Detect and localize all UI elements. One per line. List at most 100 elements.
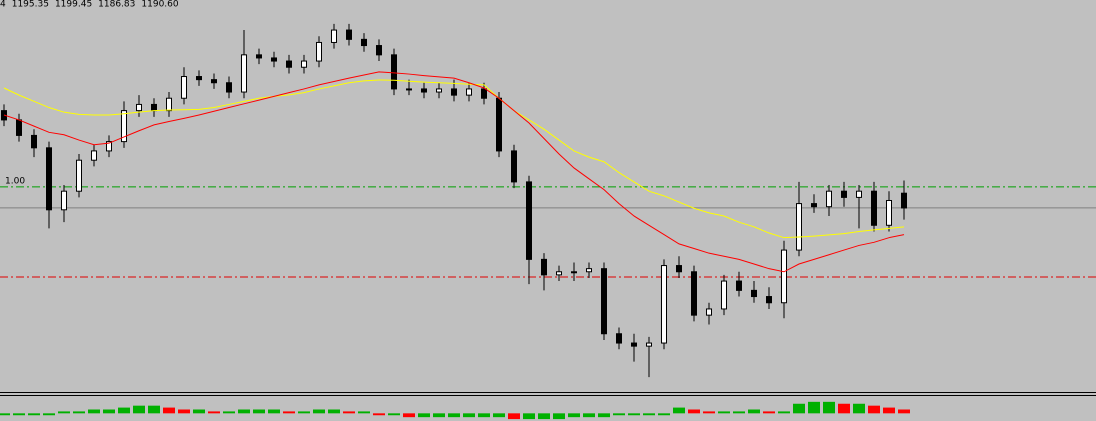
histogram-bar xyxy=(628,413,640,416)
candle-body xyxy=(826,190,832,208)
level-label: 1.00 xyxy=(5,176,25,186)
histogram-bar xyxy=(613,413,625,416)
candle-body xyxy=(781,249,787,304)
histogram-bar xyxy=(418,413,430,418)
ohlc-header: 1190.60 xyxy=(141,0,178,10)
histogram-bar xyxy=(133,405,145,414)
candle-body xyxy=(796,203,802,251)
candle-body xyxy=(736,280,742,291)
moving-average xyxy=(3,71,905,273)
histogram-bar xyxy=(163,407,175,414)
candle-body xyxy=(46,147,52,211)
candle-body xyxy=(751,289,757,298)
candle-body xyxy=(526,181,532,260)
histogram-bar xyxy=(88,409,100,414)
histogram-bar xyxy=(853,403,865,414)
histogram-bar xyxy=(28,413,40,416)
candle-body xyxy=(436,88,442,93)
candle-body xyxy=(196,76,202,81)
histogram-bar xyxy=(238,409,250,414)
candle-body xyxy=(331,29,337,43)
histogram-bar xyxy=(223,411,235,414)
candle-body xyxy=(541,258,547,276)
candle-body xyxy=(376,45,382,56)
histogram-bar xyxy=(838,403,850,414)
histogram-bar xyxy=(103,409,115,414)
candle-body xyxy=(181,76,187,99)
histogram-bar xyxy=(58,411,70,414)
histogram-bar xyxy=(643,413,655,416)
histogram-bar xyxy=(658,413,670,416)
histogram-bar xyxy=(688,409,700,414)
candle-body xyxy=(406,88,412,91)
candle-body xyxy=(256,54,262,59)
candle-body xyxy=(496,97,502,152)
candle-body xyxy=(766,296,772,304)
histogram-bar xyxy=(208,411,220,414)
histogram-bar xyxy=(763,411,775,414)
candle-body xyxy=(346,29,352,40)
candle-body xyxy=(106,141,112,152)
histogram-bar xyxy=(448,413,460,418)
candle-body xyxy=(211,79,217,84)
candle-body xyxy=(886,199,892,226)
histogram-bar xyxy=(793,403,805,414)
candle-body xyxy=(691,271,697,316)
candle-body xyxy=(511,150,517,183)
histogram-bar xyxy=(43,413,55,416)
candle-body xyxy=(856,190,862,198)
histogram-bar xyxy=(598,413,610,418)
candle-body xyxy=(571,271,577,274)
candle-body xyxy=(811,203,817,208)
candle-body xyxy=(871,190,877,226)
candle-body xyxy=(316,41,322,62)
histogram-bar xyxy=(328,409,340,414)
histogram-bar xyxy=(538,413,550,420)
histogram-bar xyxy=(583,413,595,418)
candle-body xyxy=(646,342,652,347)
histogram-bar xyxy=(673,407,685,414)
candle-body xyxy=(16,119,22,136)
histogram-bar xyxy=(493,413,505,418)
candle-body xyxy=(586,268,592,273)
candle-body xyxy=(226,82,232,93)
histogram-bar xyxy=(298,411,310,414)
ohlc-header: 4 xyxy=(0,0,6,10)
histogram-bar xyxy=(343,411,355,414)
histogram-bar xyxy=(883,407,895,414)
histogram-bar xyxy=(13,413,25,416)
candle-body xyxy=(151,103,157,112)
histogram-bar xyxy=(388,413,400,416)
candle-body xyxy=(616,333,622,344)
histogram-bar xyxy=(523,413,535,420)
candle-body xyxy=(841,190,847,198)
histogram-bar xyxy=(568,413,580,418)
candle-body xyxy=(901,192,907,209)
candle-body xyxy=(391,54,397,90)
candle-body xyxy=(271,57,277,62)
ohlc-header: 1195.35 xyxy=(12,0,49,10)
candle-body xyxy=(676,265,682,273)
candle-body xyxy=(301,60,307,68)
histogram-bar xyxy=(508,413,520,420)
histogram-bar xyxy=(748,409,760,414)
candle-body xyxy=(631,342,637,347)
histogram-bar xyxy=(0,413,10,416)
ohlc-header: 1186.83 xyxy=(98,0,135,10)
candle-body xyxy=(121,110,127,143)
candle-body xyxy=(166,97,172,112)
histogram-bar xyxy=(313,409,325,414)
histogram-bar xyxy=(433,413,445,418)
histogram-bar xyxy=(463,413,475,418)
candle-body xyxy=(286,60,292,68)
histogram-bar xyxy=(268,409,280,414)
candle-body xyxy=(361,38,367,47)
histogram-bar xyxy=(358,411,370,414)
candle-body xyxy=(451,88,457,96)
candle-body xyxy=(721,280,727,310)
histogram-bar xyxy=(718,411,730,414)
histogram-bar xyxy=(193,409,205,414)
